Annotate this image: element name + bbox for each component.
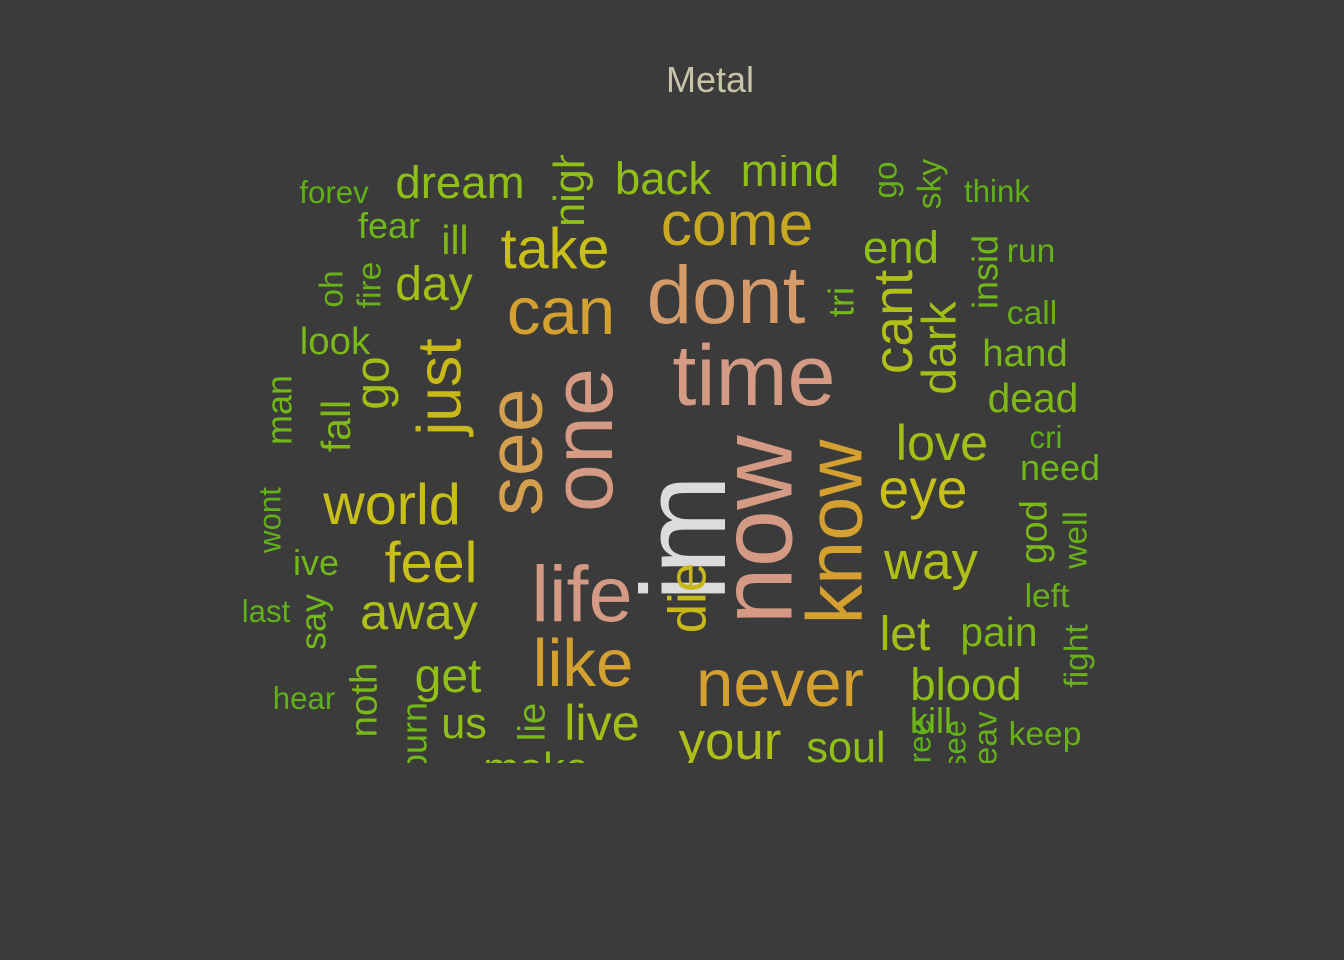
word-42-god: god: [1013, 500, 1056, 564]
word-69-think: think: [964, 174, 1030, 209]
word-65-keep: keep: [1009, 716, 1082, 753]
word-61-fire: fire: [352, 262, 389, 309]
word-8-can: can: [507, 274, 615, 349]
word-40-ill: ill: [441, 217, 468, 263]
word-32-back: back: [615, 153, 712, 204]
word-13-take: take: [501, 217, 610, 281]
word-25-day: day: [395, 258, 472, 311]
word-64-fight: fight: [1059, 624, 1096, 688]
word-70-forev: forev: [299, 175, 369, 210]
word-57-sky: sky: [912, 159, 949, 210]
word-17-eye: eye: [879, 458, 968, 520]
word-29-end: end: [863, 222, 939, 273]
word-34-soul: soul: [806, 724, 885, 772]
word-1-now: now: [699, 435, 814, 625]
word-22-love: love: [896, 414, 988, 471]
word-52-fear: fear: [358, 205, 420, 246]
word-4-dont: dont: [647, 250, 806, 341]
word-53-say: say: [293, 594, 334, 650]
word-59-call: call: [1007, 295, 1057, 332]
word-67-free: free: [903, 718, 938, 772]
word-63-left: left: [1025, 578, 1070, 615]
word-6-know: know: [790, 439, 879, 625]
word-12-just: just: [406, 338, 475, 437]
word-27-let: let: [880, 608, 931, 661]
word-23-live: live: [564, 694, 640, 751]
word-21-away: away: [360, 583, 478, 640]
word-7-life: life: [531, 549, 632, 638]
word-5-see: see: [470, 388, 559, 516]
word-51-tri: tri: [821, 287, 862, 317]
word-14-world: world: [322, 473, 461, 537]
word-11-come: come: [661, 190, 814, 259]
word-18-die: die: [659, 563, 718, 633]
word-41-fall: fall: [313, 400, 359, 452]
word-30-blood: blood: [910, 659, 1022, 710]
word-3-one: one: [535, 368, 631, 512]
word-37-night: night: [546, 133, 594, 227]
word-26-dark: dark: [914, 300, 967, 394]
word-28-get: get: [415, 650, 482, 703]
word-2-time: time: [672, 328, 835, 424]
word-35-us: us: [441, 700, 487, 748]
word-38-dead: dead: [988, 375, 1079, 421]
word-16-cant: cant: [862, 270, 924, 374]
word-39-pain: pain: [960, 609, 1037, 655]
word-36-make: make: [483, 745, 589, 793]
word-43-lie: lie: [511, 703, 554, 741]
word-46-noth: noth: [343, 663, 386, 738]
word-60-oh: oh: [314, 270, 351, 307]
chart-title: Metal: [666, 59, 754, 100]
word-54-burn: burn: [394, 702, 435, 774]
word-66-leav: leav: [968, 711, 1005, 773]
word-44-hand: hand: [982, 332, 1067, 375]
word-45-look: look: [300, 320, 371, 363]
word-74-see: see: [938, 720, 973, 770]
word-56-run: run: [1007, 233, 1056, 270]
word-24-go: go: [347, 356, 400, 409]
word-10-like: like: [533, 626, 634, 701]
word-33-dream: dream: [395, 157, 524, 208]
word-71-hear: hear: [273, 681, 335, 716]
word-55-kill: kill: [910, 700, 952, 741]
word-62-well: well: [1058, 511, 1095, 570]
word-58-go: go: [868, 161, 905, 198]
word-20-your: your: [679, 712, 782, 771]
word-50-need: need: [1020, 447, 1100, 488]
word-73-wont: wont: [253, 487, 288, 554]
word-31-mind: mind: [741, 145, 840, 196]
word-48-man: man: [259, 375, 300, 445]
word-9-never: never: [696, 646, 864, 721]
word-19-way: way: [883, 532, 978, 591]
word-47-insid: insid: [965, 235, 1006, 309]
word-49-ive: ive: [293, 542, 339, 583]
word-0-im: im: [617, 475, 751, 602]
word-72-last: last: [242, 594, 291, 629]
word-15-feel: feel: [385, 531, 478, 595]
word-68-cri: cri: [1030, 420, 1063, 455]
